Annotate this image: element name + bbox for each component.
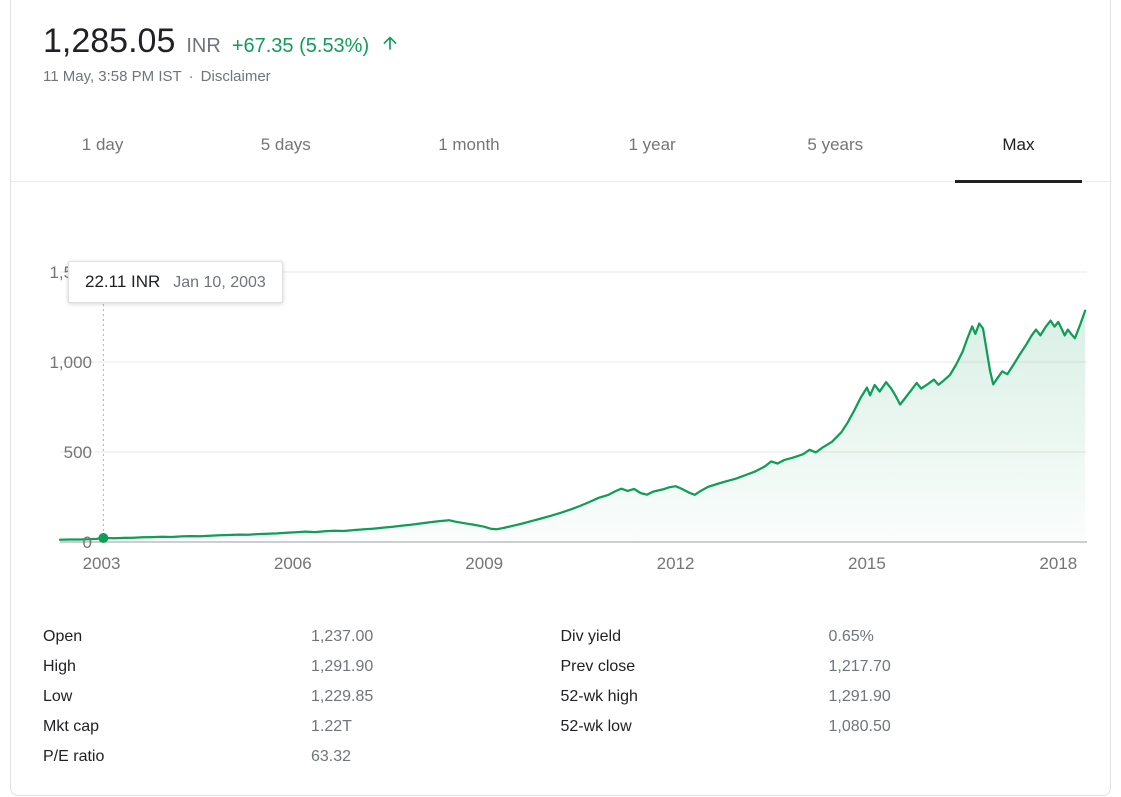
stat-value: 1,237.00 [311, 628, 374, 645]
disclaimer-link[interactable]: Disclaimer [200, 68, 271, 85]
tooltip-value: 22.11 INR [85, 272, 161, 291]
stat-row-52wk-high: 52-wk high 1,291.90 [561, 682, 1079, 712]
stats-right-column: Div yield 0.65% Prev close 1,217.70 52-w… [561, 622, 1079, 772]
svg-text:1,000: 1,000 [49, 353, 92, 372]
svg-text:2006: 2006 [274, 554, 312, 573]
price-row: 1,285.05 INR +67.35 (5.53%) [43, 22, 1078, 61]
stat-row-52wk-low: 52-wk low 1,080.50 [561, 712, 1079, 742]
tab-5-years[interactable]: 5 years [807, 135, 864, 154]
price-change: +67.35 (5.53%) [231, 35, 370, 57]
stat-value: 1,217.70 [828, 658, 891, 675]
stat-label: 52-wk low [560, 718, 632, 735]
stat-label: Mkt cap [43, 718, 100, 735]
stat-row-pe-ratio: P/E ratio 63.32 [43, 742, 561, 772]
tooltip-date: Jan 10, 2003 [173, 274, 266, 291]
stat-label: High [43, 658, 76, 675]
stat-label: 52-wk high [560, 688, 638, 705]
up-arrow-icon [380, 33, 400, 53]
tab-max[interactable]: Max [927, 119, 1110, 183]
stat-value: 1,080.50 [828, 718, 891, 735]
stat-value: 1,229.85 [311, 688, 374, 705]
svg-text:0: 0 [83, 533, 92, 552]
stat-value: 0.65% [828, 628, 874, 645]
stat-row-high: High 1,291.90 [43, 652, 561, 682]
svg-text:2012: 2012 [657, 554, 695, 573]
timestamp: 11 May, 3:58 PM IST [43, 68, 182, 85]
tab-5-days[interactable]: 5 days [260, 135, 311, 154]
stat-row-prev-close: Prev close 1,217.70 [561, 652, 1079, 682]
stat-value: 1.22T [311, 718, 352, 735]
tab-1-year[interactable]: 1 year [628, 135, 676, 154]
dot-separator: · [188, 68, 194, 85]
stat-label: Prev close [560, 658, 636, 675]
stat-row-mkt-cap: Mkt cap 1.22T [43, 712, 561, 742]
currency-label: INR [186, 35, 221, 57]
stat-row-open: Open 1,237.00 [43, 622, 561, 652]
tab-1-month[interactable]: 1 month [438, 135, 500, 154]
svg-text:2015: 2015 [848, 554, 886, 573]
stat-row-low: Low 1,229.85 [43, 682, 561, 712]
stat-label: Open [43, 628, 83, 645]
stats-left-column: Open 1,237.00 High 1,291.90 Low 1,229.85… [43, 622, 561, 772]
stock-price: 1,285.05 [43, 22, 176, 60]
key-stats: Open 1,237.00 High 1,291.90 Low 1,229.85… [11, 582, 1110, 772]
svg-text:2018: 2018 [1039, 554, 1077, 573]
stat-value: 1,291.90 [311, 658, 374, 675]
svg-text:2003: 2003 [83, 554, 121, 573]
stat-value: 1,291.90 [828, 688, 891, 705]
quote-meta: 11 May, 3:58 PM IST · Disclaimer [43, 68, 1078, 85]
chart-tooltip: 22.11 INR Jan 10, 2003 [68, 261, 283, 303]
time-range-tabs: 1 day 5 days 1 month 1 year 5 years Max [11, 119, 1110, 183]
stat-label: Low [43, 688, 73, 705]
finance-widget: 1,285.05 INR +67.35 (5.53%) 11 May, 3:58… [10, 0, 1111, 796]
stat-label: P/E ratio [43, 748, 105, 765]
svg-text:500: 500 [64, 443, 92, 462]
stat-label: Div yield [560, 628, 621, 645]
stat-row-div-yield: Div yield 0.65% [561, 622, 1079, 652]
tab-1-day[interactable]: 1 day [81, 135, 124, 154]
stat-value: 63.32 [311, 748, 352, 765]
svg-text:2009: 2009 [465, 554, 503, 573]
price-header: 1,285.05 INR +67.35 (5.53%) 11 May, 3:58… [11, 0, 1110, 85]
